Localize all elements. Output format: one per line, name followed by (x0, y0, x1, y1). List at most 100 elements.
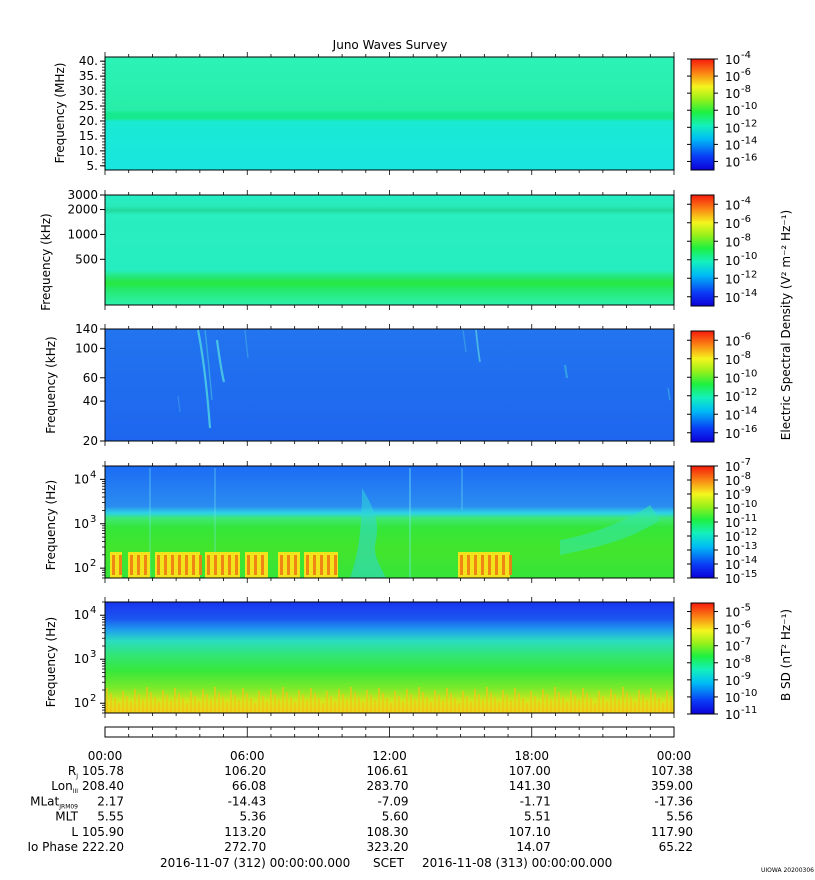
y-tick-label: 10. (79, 144, 98, 158)
footer-end-time: 2016-11-08 (313) 00:00:00.000 (422, 856, 612, 870)
y-tick-exponent: 3 (90, 514, 96, 525)
burst-core (495, 555, 498, 575)
panel-lfr-electric-x-ticks (104, 461, 675, 583)
colorbar-tick-exponent: -6 (741, 620, 751, 631)
colorbar-tick-exponent: -9 (741, 671, 751, 682)
burst-core (235, 555, 238, 575)
burst-core (130, 555, 133, 575)
ephemeris-value: 65.22 (659, 840, 693, 854)
colorbar-tick-base: 10 (725, 272, 740, 286)
colorbar-tick-exponent: -10 (741, 688, 757, 699)
burst-core (199, 555, 202, 575)
ephemeris-value: 14.07 (516, 840, 550, 854)
burst-core (280, 555, 283, 575)
ephemeris-value: 105.90 (82, 825, 124, 839)
ephemeris-value: 107.10 (509, 825, 551, 839)
burst-core (467, 555, 470, 575)
burst-core (164, 555, 167, 575)
x-tick-label: 00:00 (88, 749, 123, 763)
panel-lfr-electric-bursts (110, 552, 512, 578)
colorbar-tick-exponent: -12 (741, 269, 757, 280)
ephemeris-value: 105.78 (82, 764, 124, 778)
x-tick-label: 18:00 (514, 749, 549, 763)
colorbar-tick-exponent: -11 (741, 705, 757, 716)
colorbar-tick-base: 10 (725, 155, 740, 169)
colorbar-tick-exponent: -12 (741, 118, 757, 129)
colorbar-tick-base: 10 (725, 516, 740, 530)
y-tick-exponent: 4 (90, 605, 96, 616)
burst-core (306, 555, 309, 575)
colorbar-tick-base: 10 (725, 474, 740, 488)
colorbar-tick-base: 10 (725, 708, 740, 722)
panel-lfr-high-ylabel: Frequency (kHz) (44, 336, 58, 433)
colorbar-tick-base: 10 (725, 674, 740, 688)
footer-stamp: UIOWA 20200306 (761, 867, 814, 874)
colorbar-tick-base: 10 (725, 254, 740, 268)
ephemeris-value: 2.17 (97, 794, 124, 808)
burst-core (313, 555, 316, 575)
panel-hfr-low-colorbar (690, 194, 715, 307)
colorbar-tick-exponent: -15 (741, 569, 757, 580)
x-tick-label: 12:00 (372, 749, 407, 763)
ephemeris-value: 5.56 (666, 810, 693, 824)
panel-lfr-magnetic-ylabel: Frequency (Hz) (44, 617, 58, 708)
y-tick-label: 60 (83, 371, 98, 385)
colorbar-tick-base: 10 (725, 138, 740, 152)
panel-hfr-low-ylabel: Frequency (kHz) (39, 213, 53, 310)
colorbar-tick-exponent: -14 (741, 135, 757, 146)
burst-core (112, 555, 115, 575)
colorbar-tick-exponent: -14 (741, 555, 757, 566)
colorbar-tick-base: 10 (725, 488, 740, 502)
ephemeris-value: -7.09 (377, 794, 408, 808)
y-tick-label: 25. (79, 99, 98, 113)
panel-hfr-low-x-ticks (104, 190, 675, 310)
burst-core (228, 555, 231, 575)
y-tick-label: 10 (74, 472, 89, 486)
colorbar-tick-base: 10 (725, 572, 740, 586)
panel-hfr-high-y-axis: 40.35.30.25.20.15.10.5. (79, 54, 105, 173)
ephemeris-value: 359.00 (651, 779, 693, 793)
ephemeris-value: 5.51 (524, 810, 551, 824)
panel-hfr-high-spectrogram (105, 57, 674, 170)
colorbar-tick-base: 10 (725, 217, 740, 231)
ephemeris-value: 5.60 (382, 810, 409, 824)
y-tick-label: 20. (79, 114, 98, 128)
y-tick-exponent: 3 (90, 649, 96, 660)
panel-lfr-magnetic-spikes (106, 687, 672, 713)
y-tick-label: 10 (74, 517, 89, 531)
colorbar-tick-exponent: -13 (741, 541, 757, 552)
burst-core (185, 555, 188, 575)
burst-core (144, 555, 147, 575)
colorbar-tick-exponent: -6 (741, 331, 751, 342)
y-tick-exponent: 4 (90, 469, 96, 480)
colorbar-tick-exponent: -16 (741, 424, 757, 435)
ephemeris-value: 272.70 (224, 840, 266, 854)
y-tick-exponent: 2 (90, 558, 96, 569)
burst-core (119, 555, 122, 575)
ephemeris-value: 208.40 (82, 779, 124, 793)
ephemeris-value: 117.90 (651, 825, 693, 839)
y-tick-label: 100 (75, 341, 98, 355)
panel-lfr-magnetic-spectrogram (105, 602, 674, 713)
ephemeris-row-label: Io Phase (27, 840, 78, 854)
colorbar-tick-exponent: -10 (741, 101, 757, 112)
panel-hfr-high-ylabel: Frequency (MHz) (53, 63, 67, 164)
burst-core (214, 555, 217, 575)
colorbar-tick-base: 10 (725, 606, 740, 620)
colorbar-tick-exponent: -8 (741, 654, 751, 665)
y-tick-label: 10 (74, 608, 89, 622)
colorbar-tick-exponent: -8 (741, 471, 751, 482)
ephemeris-value: 222.20 (82, 840, 124, 854)
y-tick-label: 140 (75, 322, 98, 336)
colorbar-tick-base: 10 (725, 460, 740, 474)
ephemeris-row-label: MLatJRM09 (30, 794, 78, 810)
y-tick-label: 2000 (67, 203, 98, 217)
